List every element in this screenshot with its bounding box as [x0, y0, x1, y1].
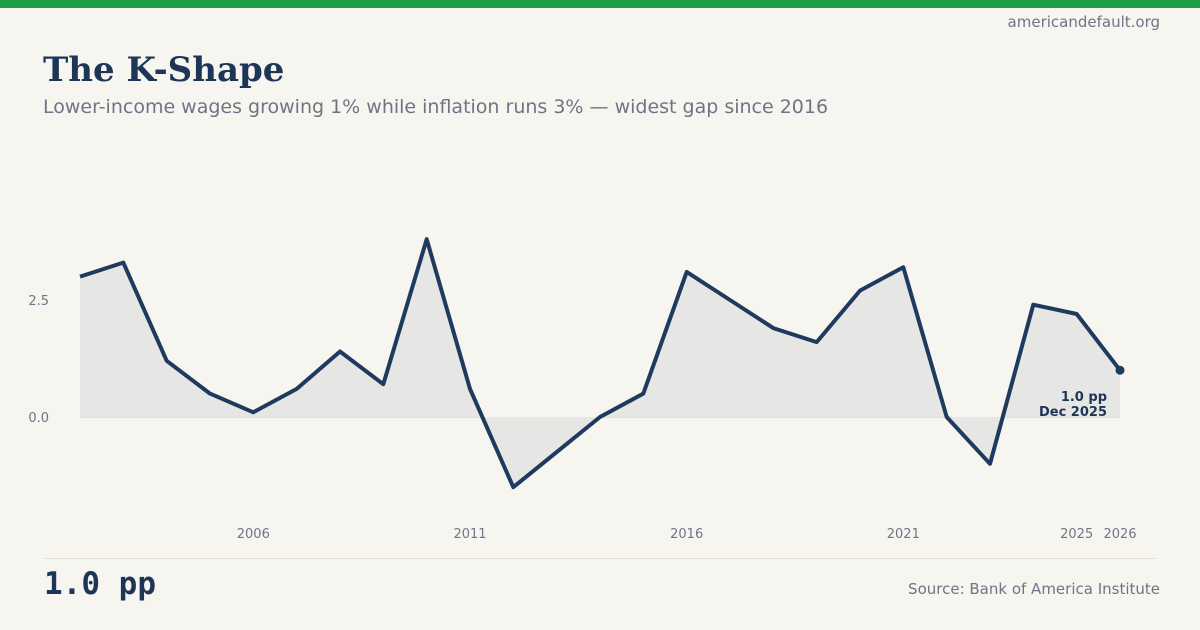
- chart-area-fill: [80, 239, 1120, 488]
- annotation-date: Dec 2025: [1039, 405, 1107, 420]
- end-point-dot: [1115, 365, 1125, 375]
- page-subtitle: Lower-income wages growing 1% while infl…: [43, 96, 829, 118]
- x-tick-label: 2026: [1103, 527, 1136, 542]
- source-credit: Source: Bank of America Institute: [908, 580, 1160, 598]
- top-accent-bar: [0, 0, 1200, 8]
- x-tick-label: 2011: [453, 527, 486, 542]
- x-tick-label: 2025: [1060, 527, 1093, 542]
- page-title: The K-Shape: [43, 50, 285, 90]
- x-tick-label: 2006: [237, 527, 270, 542]
- site-name: americandefault.org: [1007, 13, 1160, 31]
- y-tick-label: 2.5: [28, 294, 49, 309]
- latest-gap-value: 1.0 pp: [44, 566, 156, 602]
- chart-line: [79, 237, 1122, 490]
- footer-divider: [43, 558, 1157, 559]
- x-tick-label: 2016: [670, 527, 703, 542]
- y-tick-label: 0.0: [28, 411, 49, 426]
- x-tick-label: 2021: [887, 527, 920, 542]
- annotation-value: 1.0 pp: [1061, 390, 1107, 405]
